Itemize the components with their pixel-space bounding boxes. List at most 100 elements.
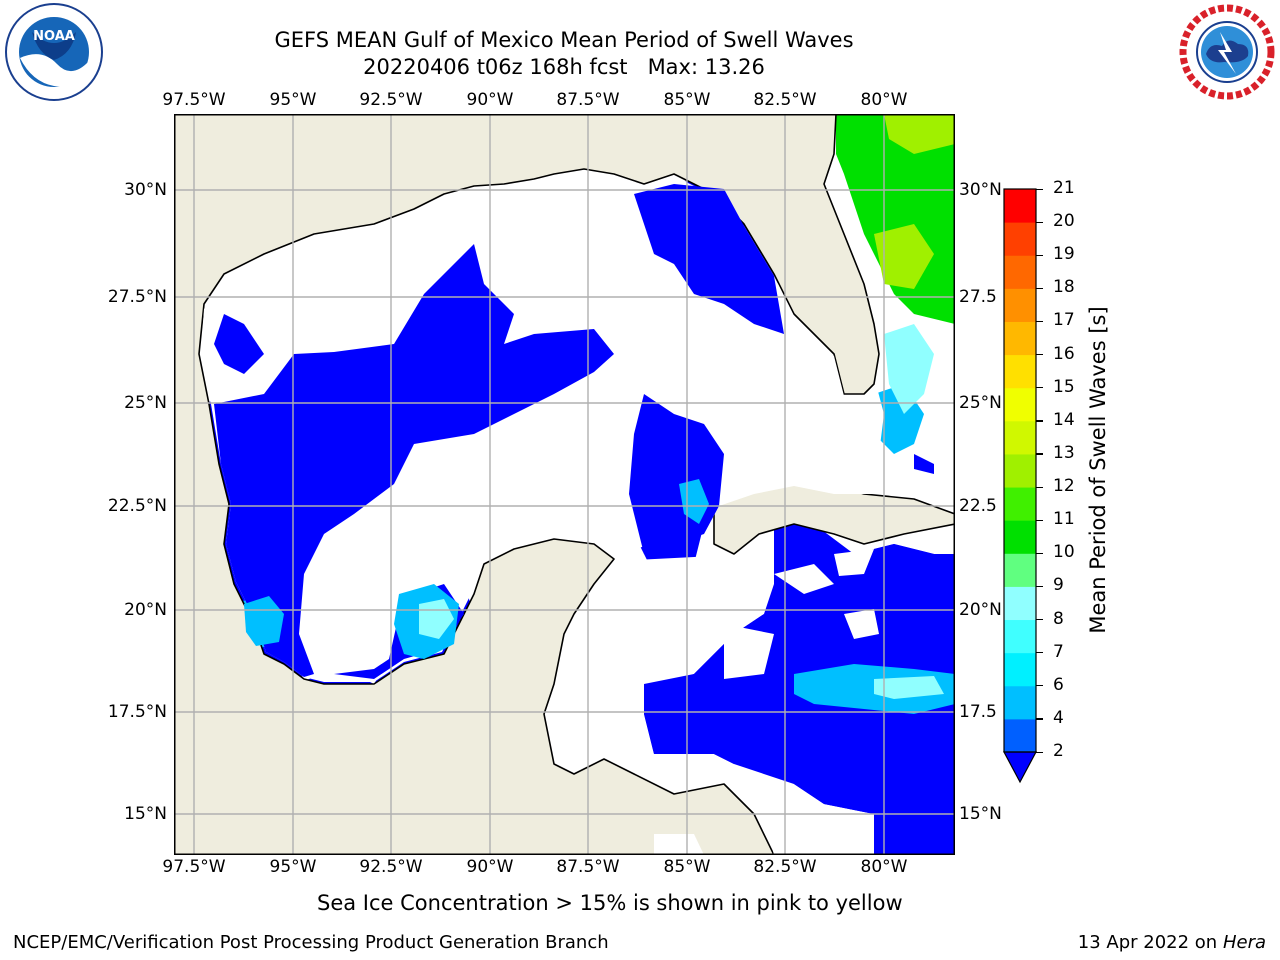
footer-date-text: 13 Apr 2022 on (1077, 932, 1223, 953)
colorbar-tick-label: 14 (1053, 409, 1075, 430)
lon-label-bottom: 92.5°W (359, 857, 423, 877)
colorbar-segment (1004, 420, 1036, 455)
lon-label-bottom: 87.5°W (556, 857, 620, 877)
lon-label-top: 80°W (860, 90, 908, 110)
colorbar-tick-label: 21 (1053, 178, 1075, 198)
noaa-logo-text: NOAA (33, 29, 75, 44)
lat-label-left: 30°N (124, 180, 167, 200)
lat-label-right: 30°N (959, 180, 1002, 200)
map-subtitle: 20220406 t06z 168h fcst Max: 13.26 (363, 55, 765, 79)
lon-label-top: 90°W (466, 90, 514, 110)
colorbar-tick-label: 19 (1053, 244, 1075, 265)
footer-host: Hera (1222, 932, 1266, 953)
lat-label-left: 27.5°N (107, 287, 167, 307)
lon-label-bottom: 82.5°W (753, 857, 817, 877)
colorbar-tick-mark (1036, 287, 1043, 290)
colorbar-tick-label: 15 (1053, 376, 1075, 397)
colorbar-segment (1004, 487, 1036, 521)
lat-label-right: 25°N (959, 393, 1002, 413)
colorbar-tick-label: 10 (1053, 542, 1075, 563)
colorbar-tick-label: 20 (1053, 211, 1075, 232)
lon-label-bottom: 95°W (269, 857, 317, 877)
colorbar-tick-label: 7 (1053, 641, 1064, 662)
swell-overlay-light (419, 599, 944, 699)
colorbar-tick-mark (1036, 486, 1043, 488)
lon-label-top: 82.5°W (753, 90, 817, 110)
colorbar-tick-label: 9 (1053, 575, 1064, 596)
lon-label-bottom: 85°W (663, 857, 711, 877)
colorbar-segment (1004, 685, 1036, 720)
footer-credit: NCEP/EMC/Verification Post Processing Pr… (13, 932, 609, 953)
lat-label-right: 20°N (959, 600, 1002, 620)
colorbar-segment (1004, 453, 1036, 488)
lon-label-top: 92.5°W (359, 90, 423, 110)
colorbar-segment (1004, 586, 1036, 621)
noaa-logo: NOAA (5, 3, 103, 101)
colorbar-tick-label: 12 (1053, 476, 1075, 497)
lat-label-right: 27.5 (959, 287, 997, 307)
colorbar-tick-mark (1036, 751, 1043, 753)
colorbar-tick-label: 11 (1053, 509, 1075, 530)
colorbar-segment (1004, 354, 1036, 389)
lat-label-left: 22.5°N (107, 496, 167, 516)
colorbar-tick-mark (1036, 718, 1043, 720)
colorbar-tick-label: 6 (1053, 674, 1064, 695)
colorbar-segment (1004, 619, 1036, 654)
colorbar-tick-label: 18 (1053, 277, 1075, 298)
colorbar-tick-label: 8 (1053, 608, 1064, 629)
colorbar-segment (1004, 387, 1036, 422)
map-panel[interactable] (174, 114, 955, 855)
colorbar-tick-mark (1036, 221, 1043, 223)
lon-label-top: 97.5°W (162, 90, 226, 110)
colorbar-label: Mean Period of Swell Waves [s] (1086, 306, 1110, 634)
colorbar-segments (1004, 189, 1036, 753)
colorbar-tick-label: 4 (1053, 707, 1064, 728)
colorbar-tick-mark (1036, 552, 1043, 554)
land-masses (174, 114, 955, 855)
lon-label-bottom: 90°W (466, 857, 514, 877)
lon-label-top: 87.5°W (556, 90, 620, 110)
colorbar-tick-mark (1036, 519, 1043, 521)
colorbar-segment (1004, 718, 1036, 753)
nws-logo (1179, 4, 1275, 100)
colorbar-extend-arrow (1003, 751, 1037, 784)
swell-contour-11-13 (874, 114, 955, 289)
colorbar-segment (1004, 222, 1036, 256)
lon-label-bottom: 97.5°W (162, 857, 226, 877)
colorbar (1003, 188, 1037, 784)
lat-label-left: 17.5°N (107, 702, 167, 722)
colorbar-tick-label: 13 (1053, 442, 1075, 463)
colorbar-tick-mark (1036, 685, 1043, 687)
colorbar-tick-label: 16 (1053, 343, 1075, 364)
colorbar-tick-mark (1036, 652, 1043, 654)
map-title: GEFS MEAN Gulf of Mexico Mean Period of … (274, 28, 854, 52)
colorbar-tick-mark (1036, 354, 1043, 356)
lon-label-bottom: 80°W (860, 857, 908, 877)
colorbar-tick-mark (1036, 619, 1043, 621)
colorbar-frame (1003, 188, 1037, 753)
colorbar-tick-mark (1036, 188, 1043, 190)
colorbar-segment (1004, 288, 1036, 322)
map-frame (174, 114, 955, 855)
colorbar-tick-mark (1036, 387, 1043, 389)
graticule (174, 114, 955, 855)
colorbar-segment (1004, 652, 1036, 687)
lat-label-right: 15°N (959, 804, 1002, 824)
colorbar-segment (1004, 189, 1036, 223)
lat-label-left: 20°N (124, 600, 167, 620)
lat-label-right: 17.5 (959, 702, 997, 722)
footer-date: 13 Apr 2022 on Hera (1078, 932, 1266, 953)
colorbar-tick-mark (1036, 320, 1043, 323)
colorbar-segment (1004, 553, 1036, 587)
colorbar-tick-label: 17 (1053, 310, 1075, 331)
lat-label-left: 15°N (124, 804, 167, 824)
colorbar-segment (1004, 321, 1036, 356)
lon-label-top: 85°W (663, 90, 711, 110)
colorbar-tick-mark (1036, 420, 1043, 422)
lat-label-right: 22.5 (959, 496, 997, 516)
colorbar-tick-mark (1036, 254, 1043, 256)
colorbar-segment (1004, 255, 1036, 289)
swell-gaps (304, 549, 879, 855)
lon-label-top: 95°W (269, 90, 317, 110)
lat-label-left: 25°N (124, 393, 167, 413)
